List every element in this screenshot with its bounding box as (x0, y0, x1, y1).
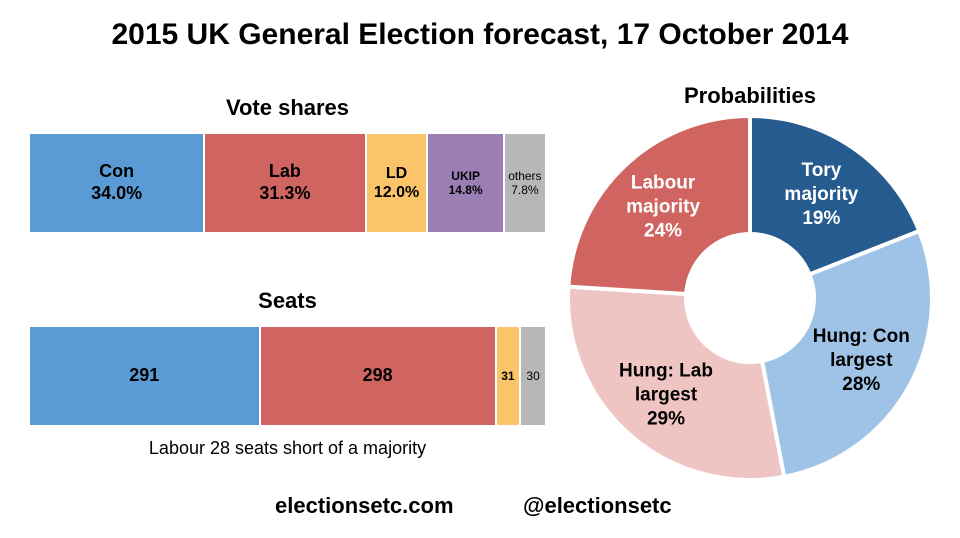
bar-value-label: 34.0% (91, 183, 143, 203)
donut-category-label: Hung: Con (813, 326, 910, 347)
donut-category-label: Hung: Lab (619, 360, 713, 381)
seats-title: Seats (258, 288, 317, 313)
footer-handle: @electionsetc (523, 493, 672, 518)
donut-slice-1 (759, 228, 934, 480)
vote-shares-title: Vote shares (225, 95, 350, 120)
bar-segment-con: Con 34.0% (30, 134, 206, 232)
bar-segment-others: others 7.8% (504, 134, 545, 232)
bar-segment-lab: 298 (260, 327, 497, 425)
bar-value-label: 298 (362, 365, 393, 386)
donut-value-label: 29% (647, 408, 685, 429)
bar-value-label: 291 (129, 365, 160, 386)
bar-category-label: others (508, 168, 542, 183)
majority-note: Labour 28 seats short of a majority (148, 438, 427, 458)
vote-shares-bar: Con 34.0% Lab 31.3% LD 12.0% UKIP 14.8% others 7.… (30, 134, 545, 232)
donut-category-label: majority (626, 196, 700, 217)
seats-bar: 291 298 31 30 (30, 327, 545, 425)
bar-category-label: LD (385, 164, 408, 182)
bar-category-label: Lab (268, 161, 301, 182)
bar-value-label: 7.8% (511, 183, 539, 197)
donut-slice-2 (566, 284, 787, 482)
donut-label-3: Labour majority 24% (626, 172, 700, 241)
donut-category-label: largest (635, 384, 698, 405)
bar-segment-ld: 31 (496, 327, 522, 425)
donut-slice-0 (748, 113, 922, 278)
bar-segment-others: 30 (521, 327, 545, 425)
probabilities-donut: Tory majority 19%Hung: Con largest 28%Hung: … (566, 113, 934, 482)
donut-label-0: Tory majority 19% (784, 160, 858, 229)
footer-site: electionsetc.com (275, 493, 454, 518)
bar-segment-con: 291 (30, 327, 261, 425)
donut-label-1: Hung: Con largest 28% (813, 326, 910, 395)
bar-value-label: 30 (526, 368, 540, 383)
donut-value-label: 19% (802, 208, 840, 229)
page-title: 2015 UK General Election forecast, 17 Oc… (111, 18, 849, 51)
bar-category-label: Con (99, 161, 135, 182)
bar-value-label: 14.8% (448, 183, 483, 197)
donut-category-label: majority (784, 184, 858, 205)
donut-category-label: largest (830, 350, 893, 371)
donut-slice-3 (566, 113, 752, 297)
bar-segment-ld: LD 12.0% (366, 134, 429, 232)
donut-label-2: Hung: Lab largest 29% (619, 360, 713, 429)
bar-segment-ukip: UKIP 14.8% (428, 134, 505, 232)
bar-value-label: 12.0% (373, 184, 420, 201)
donut-category-label: Tory (802, 160, 842, 181)
bar-category-label: UKIP (451, 168, 480, 183)
bar-segment-lab: Lab 31.3% (205, 134, 367, 232)
donut-category-label: Labour (631, 172, 696, 193)
donut-value-label: 28% (842, 374, 880, 395)
probabilities-title: Probabilities (683, 83, 817, 108)
donut-value-label: 24% (644, 220, 682, 241)
bar-value-label: 31 (501, 368, 515, 383)
bar-value-label: 31.3% (259, 183, 311, 203)
